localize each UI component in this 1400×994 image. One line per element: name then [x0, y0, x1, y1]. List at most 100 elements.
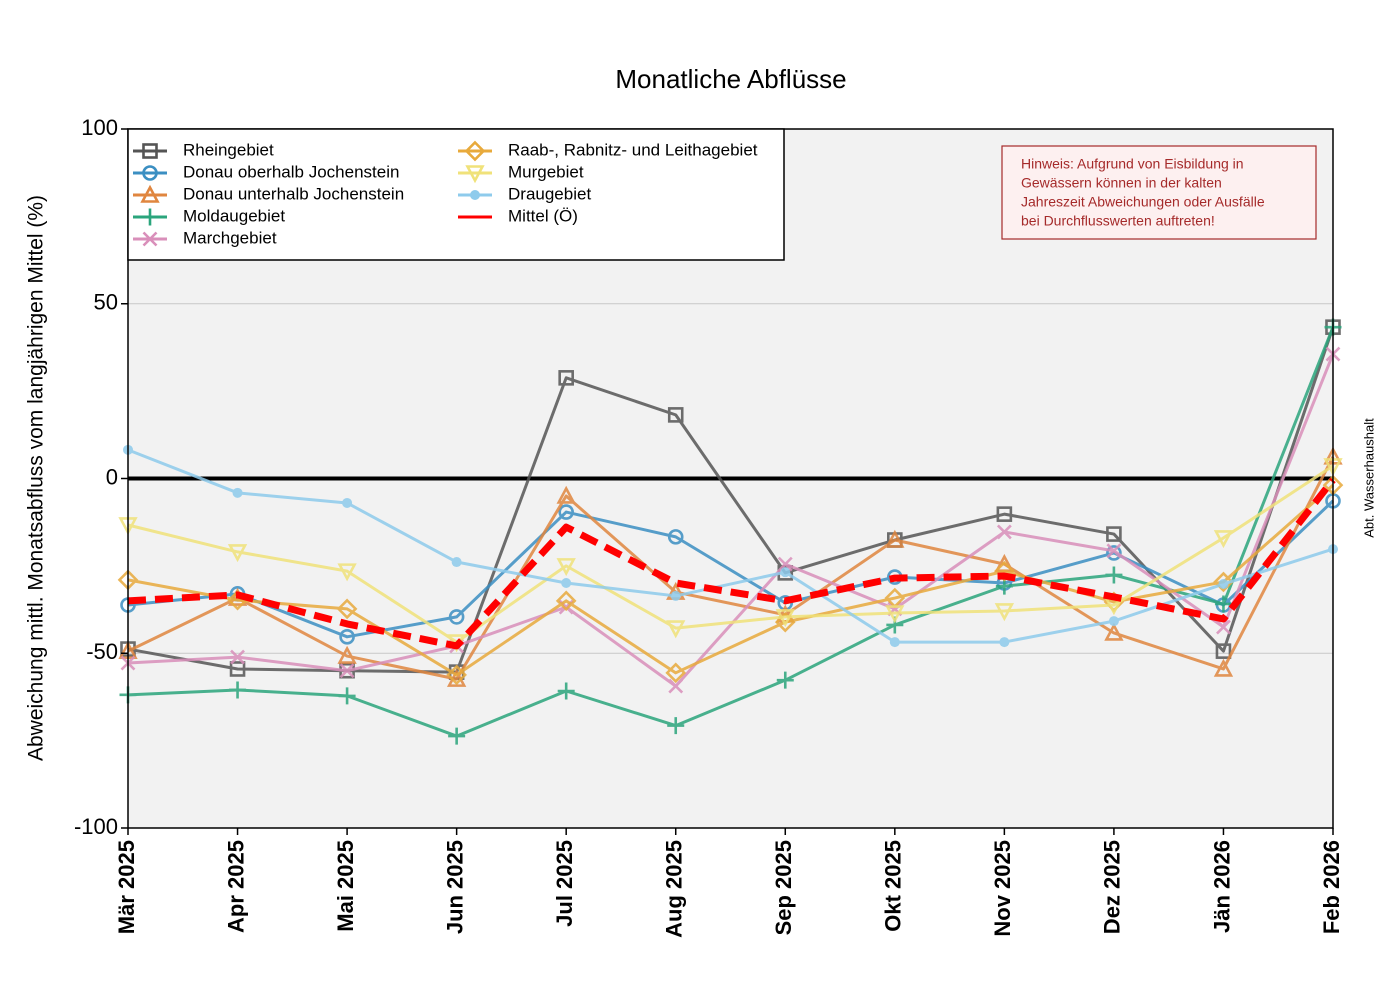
marker — [336, 598, 358, 620]
marker — [885, 605, 905, 624]
marker — [337, 563, 357, 582]
marker — [142, 143, 158, 159]
marker — [780, 567, 791, 578]
x-tick-label: Aug 2025 — [662, 840, 687, 938]
y-tick-label: -100 — [74, 814, 118, 839]
series-line — [127, 353, 1335, 688]
x-tick-label: Mai 2025 — [333, 840, 358, 932]
series-line — [127, 499, 1335, 639]
series — [123, 444, 1338, 648]
x-tick-label: Mär 2025 — [114, 840, 139, 934]
x-tick-label: Nov 2025 — [990, 840, 1015, 937]
marker — [777, 556, 793, 572]
y-tick-label: 100 — [81, 115, 118, 140]
y-tick-label: 0 — [106, 464, 118, 489]
legend-label: Moldaugebiet — [183, 206, 285, 225]
marker — [670, 590, 681, 601]
marker — [1105, 566, 1123, 584]
marker — [338, 687, 356, 705]
chart-title: Monatliche Abflüsse — [615, 64, 846, 94]
marker — [775, 609, 795, 628]
x-tick-label: Jän 2026 — [1209, 840, 1234, 933]
y-tick-label: -50 — [86, 639, 118, 664]
marker — [1216, 619, 1231, 635]
marker — [556, 485, 576, 504]
marker — [342, 497, 353, 508]
marker — [227, 544, 248, 563]
marker — [230, 649, 245, 665]
legend-label: Rheingebiet — [183, 140, 274, 159]
note-frame — [1001, 145, 1317, 240]
series — [119, 318, 1342, 745]
marker — [885, 529, 905, 548]
note-box: Hinweis: Aufgrund von Eisbildung in Gewäs… — [1001, 145, 1317, 240]
marker — [464, 140, 486, 162]
marker — [1218, 579, 1229, 590]
note-line: Jahreszeit Abweichungen oder Ausfälle — [1021, 194, 1265, 210]
y-tick-label: 50 — [94, 290, 118, 315]
legend-label: Mittel (Ö) — [508, 206, 578, 225]
x-tick-label: Apr 2025 — [223, 840, 248, 933]
marker — [448, 609, 465, 625]
marker — [667, 717, 685, 735]
marker — [557, 682, 575, 700]
x-tick-label: Feb 2026 — [1319, 840, 1344, 934]
marker — [555, 590, 577, 612]
marker — [1213, 530, 1234, 549]
marker — [999, 637, 1010, 648]
legend: Rheingebiet Donau oberhalb Jochenstein Don… — [127, 128, 785, 261]
marker — [232, 487, 243, 498]
marker — [994, 560, 1015, 582]
marker — [558, 370, 574, 386]
marker — [558, 504, 574, 520]
axes: -100 -50 0 50 100 Mär 2025 Apr 2025 Mai 2025 Jun… — [74, 115, 1344, 938]
marker — [666, 620, 686, 639]
legend-label: Donau oberhalb Jochenstein — [183, 162, 399, 181]
note-line: bei Durchflusswerten auftreten! — [1021, 213, 1215, 229]
marker — [667, 529, 684, 545]
series-line — [127, 456, 1335, 681]
marker — [1214, 595, 1232, 613]
marker — [889, 637, 900, 648]
legend-box — [127, 128, 785, 261]
marker — [337, 645, 357, 664]
marker — [339, 663, 355, 679]
marker — [667, 407, 684, 423]
marker — [776, 671, 794, 689]
marker — [142, 231, 158, 247]
marker — [774, 611, 796, 633]
marker — [229, 681, 247, 699]
legend-label: Donau unterhalb Jochenstein — [183, 184, 404, 203]
marker — [446, 664, 467, 686]
x-tick-label: Sep 2025 — [771, 840, 796, 935]
series-line — [127, 464, 1334, 644]
x-tick-label: Jul 2025 — [552, 840, 577, 927]
marker — [1104, 622, 1124, 641]
marker — [996, 506, 1013, 522]
series-line — [127, 477, 1336, 650]
marker — [1213, 571, 1234, 593]
marker — [994, 603, 1015, 622]
x-tick-label: Jun 2025 — [442, 840, 467, 934]
note-line: Hinweis: Aufgrund von Eisbildung in — [1021, 156, 1244, 172]
series-line — [127, 448, 1334, 644]
marker — [1213, 658, 1234, 677]
legend-label: Marchgebiet — [183, 228, 277, 247]
marker — [229, 661, 246, 677]
series-group — [117, 318, 1344, 745]
marker — [451, 557, 462, 568]
marker — [996, 524, 1012, 540]
marker — [1108, 616, 1119, 627]
x-tick-label: Dez 2025 — [1100, 840, 1125, 934]
marker — [665, 662, 687, 684]
marker — [1106, 545, 1122, 561]
marker — [470, 190, 480, 200]
marker — [448, 727, 466, 745]
note-text: Hinweis: Aufgrund von Eisbildung in Gewäs… — [1021, 156, 1265, 229]
legend-label: Murgebiet — [508, 162, 584, 181]
marker — [142, 165, 158, 181]
legend-label: Raab-, Rabnitz- und Leithagebiet — [508, 140, 758, 159]
marker — [140, 184, 160, 203]
series-line — [127, 326, 1335, 738]
